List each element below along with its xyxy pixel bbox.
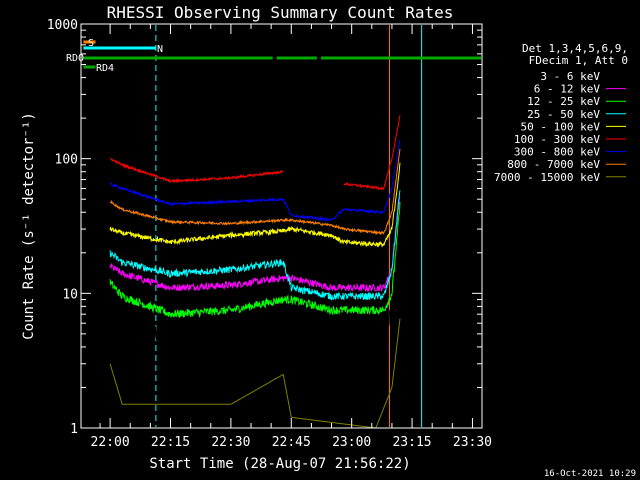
x-tick-label: 22:45 — [272, 435, 311, 450]
x-axis-label: Start Time (28-Aug-07 21:56:22) — [149, 456, 410, 472]
x-tick-label: 22:00 — [91, 435, 130, 450]
legend-entry-label: 6 - 12 keV — [534, 83, 601, 96]
chart-title: RHESSI Observing Summary Count Rates — [107, 3, 454, 22]
timestamp: 16-Oct-2021 10:29 — [544, 469, 636, 479]
x-axis: 22:00 22:15 22:30 22:45 23:00 23:15 23:30 — [91, 24, 492, 450]
series-line-3 — [109, 190, 401, 301]
x-tick-label: 23:15 — [392, 435, 431, 450]
x-tick-label: 23:00 — [332, 435, 371, 450]
plot-frame — [80, 23, 483, 429]
x-tick-label: 22:15 — [151, 435, 190, 450]
legend-entry-label: 3 - 6 keV — [540, 70, 600, 83]
legend-entry-label: 7000 - 15000 keV — [494, 171, 600, 184]
y-tick-label: 1000 — [47, 18, 78, 33]
series-line-7 — [109, 148, 401, 236]
plot-area: S N RD0 RD4 — [66, 25, 483, 429]
legend-entry-label: 25 - 50 keV — [527, 108, 600, 121]
series-line-6 — [109, 139, 401, 222]
series-line-2 — [109, 201, 401, 319]
series-line-1 — [109, 196, 401, 293]
legend-header-line: Det 1,3,4,5,6,9, — [522, 42, 628, 55]
legend-header-line: FDecim 1, Att 0 — [529, 54, 628, 67]
flag-label-rd4: RD4 — [96, 63, 114, 74]
flag-label-n: N — [157, 44, 163, 55]
flag-label-rd0: RD0 — [66, 53, 84, 64]
legend: Det 1,3,4,5,6,9,FDecim 1, Att 0 3 - 6 keV… — [494, 42, 628, 184]
y-tick-label: 10 — [62, 287, 78, 302]
series-line-4 — [109, 162, 401, 248]
y-axis-label: Count Rate (s⁻¹ detector⁻¹) — [21, 112, 37, 340]
y-tick-label: 100 — [55, 153, 78, 168]
legend-entry-label: 800 - 7000 keV — [507, 158, 600, 171]
series-line-5 — [109, 115, 401, 191]
legend-entry-label: 12 - 25 keV — [527, 95, 600, 108]
y-axis: 1 10 100 1000 — [47, 18, 482, 437]
x-tick-label: 23:30 — [453, 435, 492, 450]
legend-entry-label: 100 - 300 keV — [514, 133, 600, 146]
x-tick-label: 22:30 — [211, 435, 250, 450]
legend-entry-label: 50 - 100 keV — [521, 120, 601, 133]
series-line-0 — [109, 205, 401, 349]
flag-label-s: S — [88, 38, 94, 49]
y-tick-label: 1 — [70, 422, 78, 437]
legend-entry-label: 300 - 800 keV — [514, 146, 600, 159]
